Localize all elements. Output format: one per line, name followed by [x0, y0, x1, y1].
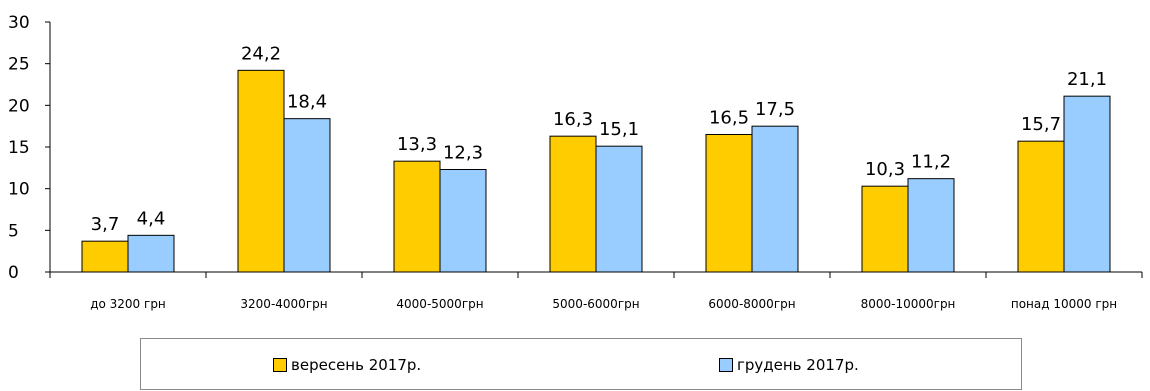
- bar-series-1-cat-1: [81, 240, 129, 273]
- x-tick-label: понад 10000 грн: [1011, 297, 1117, 311]
- y-tick-label: 30: [8, 13, 30, 33]
- legend: вересень 2017р. грудень 2017р.: [140, 338, 1022, 390]
- data-label-series-2-cat-5: 17,5: [755, 99, 795, 120]
- bar-series-2-cat-4: [595, 145, 643, 273]
- data-label-series-2-cat-3: 12,3: [443, 143, 483, 164]
- data-label-series-2-cat-1: 4,4: [137, 208, 166, 229]
- legend-item-series-1: вересень 2017р.: [273, 356, 421, 374]
- bar-series-2-cat-6: [907, 178, 955, 273]
- y-tick-label: 0: [8, 263, 19, 283]
- x-tick-labels: до 3200 грн 3200-4000грн 4000-5000грн 5000-…: [90, 297, 1117, 311]
- value-labels: 3,7 4,4 24,2 18,4 13,3 12,3 16,3 15,1 16,5 17,5 10…: [91, 43, 1107, 235]
- x-tick-label: 5000-6000грн: [552, 297, 639, 311]
- y-tick-label: 10: [8, 180, 30, 200]
- data-label-series-2-cat-4: 15,1: [599, 119, 639, 140]
- bar-series-1-cat-7: [1017, 140, 1065, 273]
- y-tick-label: 25: [8, 55, 30, 75]
- data-label-series-2-cat-6: 11,2: [911, 152, 951, 173]
- bar-series-2-cat-3: [439, 169, 487, 273]
- data-label-series-1-cat-1: 3,7: [91, 214, 120, 235]
- y-tick-label: 5: [8, 221, 19, 241]
- data-label-series-1-cat-5: 16,5: [709, 108, 749, 129]
- bars: [81, 69, 1111, 273]
- bar-series-1-cat-4: [549, 135, 597, 273]
- bar-chart: 3,7 4,4 24,2 18,4 13,3 12,3 16,3 15,1 16,5 17,5 10…: [8, 13, 1143, 311]
- bar-series-1-cat-5: [705, 134, 753, 273]
- x-tick-label: 8000-10000грн: [861, 297, 956, 311]
- legend-swatch-series-1: [273, 358, 287, 372]
- axes: [45, 21, 1143, 278]
- y-tick-label: 15: [8, 138, 30, 158]
- legend-swatch-series-2: [719, 358, 733, 372]
- data-label-series-1-cat-3: 13,3: [397, 134, 437, 155]
- data-label-series-2-cat-7: 21,1: [1067, 69, 1107, 90]
- data-label-series-1-cat-7: 15,7: [1021, 114, 1061, 135]
- bar-series-1-cat-3: [393, 160, 441, 273]
- legend-label-series-2: грудень 2017р.: [737, 356, 859, 374]
- x-tick-label: 3200-4000грн: [240, 297, 327, 311]
- bar-series-2-cat-5: [751, 125, 799, 273]
- x-tick-label: до 3200 грн: [90, 297, 166, 311]
- bar-series-1-cat-6: [861, 185, 909, 273]
- data-label-series-1-cat-6: 10,3: [865, 159, 905, 180]
- x-tick-label: 4000-5000грн: [396, 297, 483, 311]
- y-tick-labels: 0 5 10 15 20 25 30: [8, 13, 30, 283]
- data-label-series-1-cat-4: 16,3: [553, 109, 593, 130]
- data-label-series-2-cat-2: 18,4: [287, 92, 327, 113]
- y-tick-label: 20: [8, 96, 30, 116]
- bar-series-1-cat-2: [237, 69, 285, 273]
- bar-series-2-cat-2: [283, 118, 331, 273]
- x-tick-label: 6000-8000грн: [708, 297, 795, 311]
- data-label-series-1-cat-2: 24,2: [241, 43, 281, 64]
- bar-series-2-cat-1: [127, 234, 175, 273]
- bar-series-2-cat-7: [1063, 95, 1111, 273]
- legend-label-series-1: вересень 2017р.: [291, 356, 422, 374]
- legend-item-series-2: грудень 2017р.: [719, 356, 859, 374]
